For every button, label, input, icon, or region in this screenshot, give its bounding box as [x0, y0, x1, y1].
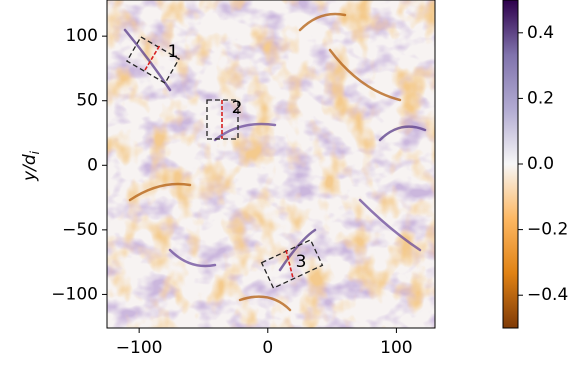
field-texture: [107, 0, 435, 328]
colorbar-tick-label: −0.4: [527, 285, 568, 305]
y-tick-label: −100: [51, 284, 98, 304]
y-tick-label: 100: [66, 26, 98, 46]
colorbar: [502, 0, 519, 329]
y-axis-label-main: y/d: [20, 154, 40, 182]
colorbar-tick-label: 0.4: [527, 23, 554, 43]
colorbar-tick-label: 0.2: [527, 88, 554, 108]
x-tick-label: 0: [262, 338, 273, 358]
region-label: 3: [296, 252, 307, 272]
plot-frame: [106, 0, 436, 329]
y-tick-label: −50: [62, 220, 98, 240]
x-tick-label: 100: [380, 338, 412, 358]
cut-lines: [144, 44, 294, 279]
y-tick-label: 0: [87, 155, 98, 175]
colorbar-tick-label: −0.2: [527, 220, 568, 240]
field-structures: [123, 12, 427, 312]
region-label: 1: [168, 42, 179, 62]
region-label: 2: [232, 98, 243, 118]
colorbar-tick-label: 0.0: [527, 154, 554, 174]
y-axis-label: y/di: [20, 150, 42, 182]
x-tick-label: −100: [116, 338, 163, 358]
y-axis-label-sub: i: [28, 150, 42, 154]
y-tick-label: 50: [76, 91, 98, 111]
